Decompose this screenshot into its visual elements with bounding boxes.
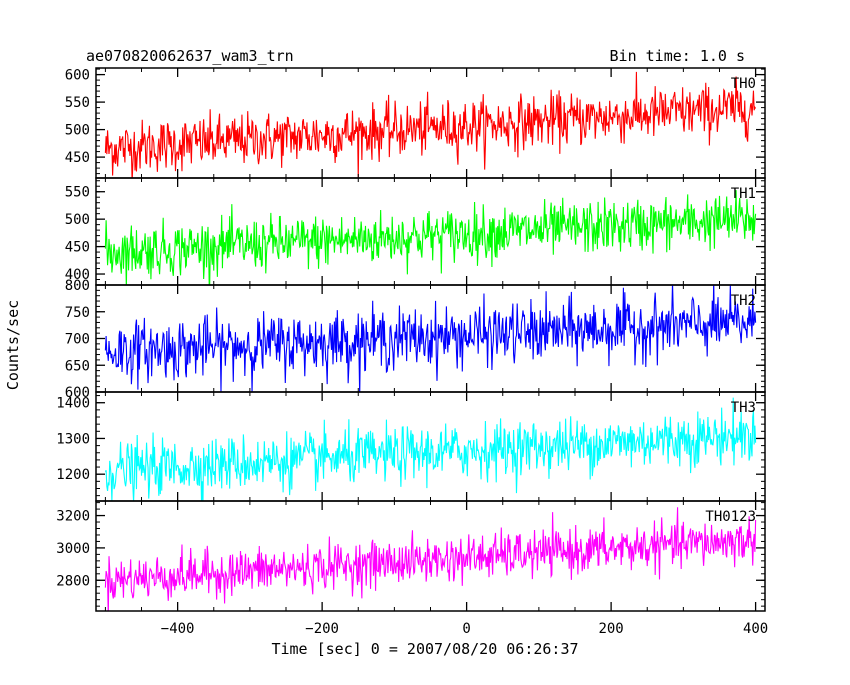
panel-th2: 600 650 700 750 800 TH2 (65, 278, 766, 401)
y-tick-label-th1: 450 (65, 240, 90, 256)
panel-th0: 450 500 550 600 TH0 (65, 67, 766, 179)
series-line-th0 (104, 71, 757, 178)
y-tick-label-th2: 750 (65, 305, 90, 321)
y-tick-label-th3: 1300 (56, 431, 90, 447)
y-tick-label-th1: 400 (65, 267, 90, 283)
y-tick-label-th0123: 3000 (56, 541, 90, 557)
y-tick-label-th2: 600 (65, 385, 90, 401)
panels-group: 450 500 550 600 TH0 400 450 500 550 TH1 600 650 700 7… (56, 67, 768, 637)
y-tick-label-th0: 600 (65, 68, 90, 84)
panel-th0123: 2800 3000 3200 TH0123 (56, 500, 766, 612)
panel-label-th1: TH1 (731, 186, 756, 202)
y-tick-label-th2: 700 (65, 332, 90, 348)
y-tick-label-th0123: 3200 (56, 509, 90, 525)
y-tick-label-th2: 650 (65, 358, 90, 374)
panel-label-th2: TH2 (731, 293, 756, 309)
x-tick-label: 0 (462, 621, 470, 637)
panel-th1: 400 450 500 550 TH1 (65, 177, 766, 286)
y-tick-label-th0123: 2800 (56, 573, 90, 589)
x-tick-label: 400 (743, 621, 768, 637)
y-tick-label-th3: 1400 (56, 396, 90, 412)
x-tick-label: −200 (305, 621, 339, 637)
panel-label-th0123: TH0123 (705, 509, 756, 525)
panel-frame-th0123 (95, 500, 766, 612)
y-tick-label-th1: 550 (65, 185, 90, 201)
series-line-th2 (104, 285, 757, 392)
x-tick-label: 200 (598, 621, 623, 637)
y-tick-label-th3: 1200 (56, 467, 90, 483)
panel-th3: 1200 1300 1400 TH3 (56, 391, 766, 502)
series-line-th0123 (104, 507, 757, 611)
panel-label-th0: TH0 (731, 76, 756, 92)
series-line-th1 (104, 190, 757, 285)
y-tick-label-th0: 550 (65, 95, 90, 111)
x-axis-title: Time [sec] 0 = 2007/08/20 06:26:37 (271, 640, 578, 658)
x-tick-label: −400 (161, 621, 195, 637)
y-tick-label-th1: 500 (65, 212, 90, 228)
panel-label-th3: TH3 (731, 400, 756, 416)
bin-time-label: Bin time: 1.0 s (610, 47, 745, 65)
y-tick-label-th0: 450 (65, 150, 90, 166)
series-line-th3 (104, 397, 757, 501)
chart-title: ae070820062637_wam3_trn (86, 47, 294, 65)
y-axis-title: Counts/sec (4, 300, 22, 390)
y-tick-label-th0: 500 (65, 123, 90, 139)
y-tick-label-th2: 800 (65, 278, 90, 294)
